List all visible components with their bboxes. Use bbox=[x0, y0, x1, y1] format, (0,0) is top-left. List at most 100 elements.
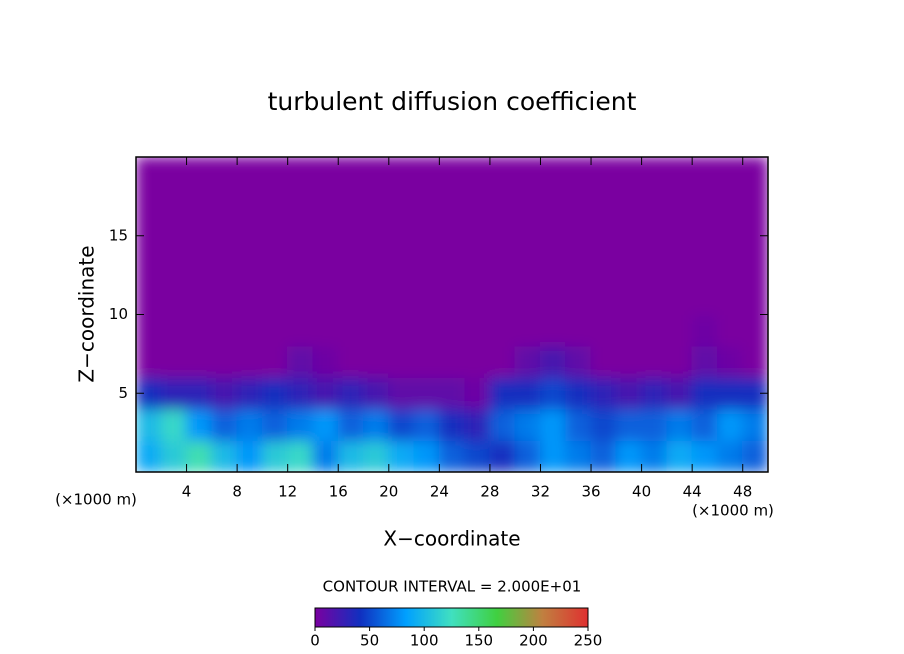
field-cell bbox=[615, 219, 643, 252]
field-cell bbox=[489, 440, 516, 472]
field-cell bbox=[261, 345, 289, 378]
field-cell bbox=[590, 377, 617, 410]
y-tick-label: 15 bbox=[109, 226, 128, 244]
field-cell bbox=[615, 314, 643, 347]
field-cell bbox=[615, 157, 643, 189]
field-cell bbox=[261, 440, 289, 472]
field-cell bbox=[287, 345, 314, 378]
field-cell bbox=[160, 219, 188, 252]
field-cell bbox=[590, 157, 617, 189]
field-cell bbox=[186, 345, 213, 378]
field-cell bbox=[186, 251, 213, 284]
x-tick-label: 40 bbox=[632, 483, 651, 501]
field-cell bbox=[160, 408, 188, 441]
field-cell bbox=[413, 314, 440, 347]
field-cell bbox=[236, 377, 263, 410]
x-tick-label: 32 bbox=[531, 483, 550, 501]
field-cell bbox=[413, 251, 440, 284]
field-cell bbox=[464, 282, 491, 315]
field-cell bbox=[565, 440, 592, 472]
field-cell bbox=[160, 314, 188, 347]
y-axis-label: Z−coordinate bbox=[75, 245, 99, 382]
field-cell bbox=[337, 345, 365, 378]
field-cell bbox=[716, 251, 744, 284]
field-cell bbox=[287, 188, 314, 221]
field-cell bbox=[565, 188, 592, 221]
field-cell bbox=[464, 377, 491, 410]
field-cell bbox=[565, 314, 592, 347]
field-cell bbox=[716, 440, 744, 472]
field-cell bbox=[236, 440, 263, 472]
field-cell bbox=[691, 345, 718, 378]
field-cell bbox=[666, 377, 693, 410]
field-cell bbox=[261, 282, 289, 315]
field-cell bbox=[565, 345, 592, 378]
field-cell bbox=[590, 282, 617, 315]
field-cell bbox=[363, 377, 390, 410]
field-cell bbox=[312, 282, 339, 315]
field-cell bbox=[641, 345, 668, 378]
field-cell bbox=[388, 345, 415, 378]
x-unit: (×1000 m) bbox=[692, 502, 774, 520]
field-cell bbox=[641, 188, 668, 221]
x-tick-label: 48 bbox=[733, 483, 752, 501]
field-cell bbox=[565, 251, 592, 284]
field bbox=[136, 157, 768, 472]
field-cell bbox=[186, 188, 213, 221]
field-cell bbox=[261, 157, 289, 189]
x-tick-label: 8 bbox=[232, 483, 242, 501]
field-cell bbox=[438, 219, 466, 252]
field-cell bbox=[211, 408, 238, 441]
field-cell bbox=[287, 219, 314, 252]
field-cell bbox=[136, 157, 162, 189]
field-cell bbox=[666, 282, 693, 315]
field-cell bbox=[716, 157, 744, 189]
field-cell bbox=[489, 219, 516, 252]
field-cell bbox=[287, 377, 314, 410]
field-cell bbox=[438, 314, 466, 347]
field-cell bbox=[236, 345, 263, 378]
field-cell bbox=[489, 251, 516, 284]
field-cell bbox=[615, 440, 643, 472]
field-cell bbox=[413, 219, 440, 252]
field-cell bbox=[539, 377, 567, 410]
field-cell bbox=[261, 219, 289, 252]
field-cell bbox=[742, 188, 768, 221]
field-cell bbox=[211, 251, 238, 284]
field-cell bbox=[539, 282, 567, 315]
colorbar-tick-label: 50 bbox=[360, 632, 379, 650]
colorbar-tick-label: 250 bbox=[574, 632, 603, 650]
x-tick-label: 16 bbox=[329, 483, 348, 501]
field-cell bbox=[413, 408, 440, 441]
field-cell bbox=[716, 314, 744, 347]
field-cell bbox=[716, 408, 744, 441]
field-cell bbox=[211, 219, 238, 252]
field-cell bbox=[413, 345, 440, 378]
field-cell bbox=[261, 314, 289, 347]
field-cell bbox=[312, 408, 339, 441]
field-cell bbox=[666, 345, 693, 378]
field-cell bbox=[514, 282, 541, 315]
field-cell bbox=[716, 282, 744, 315]
x-tick-label: 24 bbox=[430, 483, 449, 501]
field-cell bbox=[615, 251, 643, 284]
field-cell bbox=[539, 408, 567, 441]
field-cell bbox=[388, 314, 415, 347]
field-cell bbox=[489, 157, 516, 189]
field-cell bbox=[666, 251, 693, 284]
field-cell bbox=[160, 157, 188, 189]
field-cell bbox=[464, 345, 491, 378]
y-tick-label: 10 bbox=[109, 305, 128, 323]
field-cell bbox=[615, 282, 643, 315]
field-cell bbox=[641, 157, 668, 189]
field-cell bbox=[489, 408, 516, 441]
field-cell bbox=[136, 282, 162, 315]
field-cell bbox=[287, 157, 314, 189]
field-cell bbox=[186, 314, 213, 347]
field-cell bbox=[312, 440, 339, 472]
field-cell bbox=[742, 345, 768, 378]
field-cell bbox=[514, 440, 541, 472]
field-cell bbox=[413, 440, 440, 472]
field-cell bbox=[160, 188, 188, 221]
